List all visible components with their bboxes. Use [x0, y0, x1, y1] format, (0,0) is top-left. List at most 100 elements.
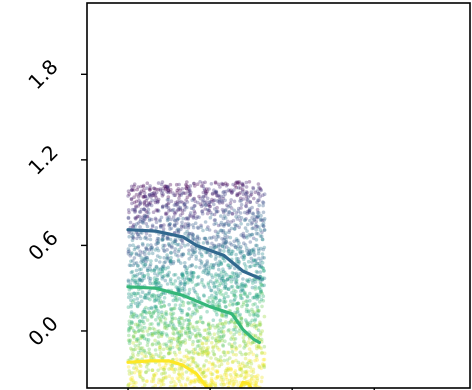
scatter-point — [211, 281, 215, 286]
scatter-point — [186, 233, 191, 237]
scatter-point — [133, 209, 137, 213]
scatter-point — [149, 305, 154, 310]
scatter-point — [126, 305, 131, 310]
scatter-point — [217, 328, 221, 333]
scatter-point — [236, 238, 240, 243]
scatter-point — [249, 251, 253, 256]
scatter-point — [140, 312, 144, 317]
scatter-point — [213, 383, 217, 388]
scatter-point — [133, 261, 137, 266]
scatter-point — [138, 202, 142, 207]
scatter-point — [136, 221, 141, 225]
scatter-point — [161, 264, 166, 269]
scatter-point — [221, 269, 226, 274]
scatter-point — [160, 333, 164, 337]
scatter-point — [186, 216, 190, 220]
scatter-point — [133, 224, 137, 229]
scatter-point — [150, 224, 155, 229]
scatter-point — [227, 228, 232, 233]
scatter-point — [214, 237, 218, 242]
scatter-point — [236, 274, 240, 279]
scatter-point — [233, 310, 237, 315]
scatter-point — [215, 340, 219, 345]
scatter-point — [174, 210, 178, 214]
scatter-point — [159, 223, 163, 228]
scatter-point — [127, 328, 132, 332]
scatter-point — [214, 376, 218, 381]
scatter-point — [168, 312, 173, 316]
scatter-point — [248, 193, 253, 198]
scatter-point — [252, 379, 257, 383]
scatter-point — [249, 190, 254, 194]
scatter-point — [226, 277, 230, 281]
scatter-point — [183, 202, 187, 206]
scatter-point — [208, 279, 213, 284]
scatter-point — [221, 350, 226, 355]
scatter-point — [153, 193, 158, 198]
scatter-point — [223, 339, 227, 344]
scatter-point — [157, 329, 161, 333]
scatter-point — [252, 277, 256, 282]
scatter-point — [177, 330, 182, 334]
scatter-point — [137, 319, 142, 324]
scatter-point — [142, 295, 147, 300]
scatter-point — [218, 248, 223, 252]
scatter-point — [190, 263, 194, 268]
scatter-point — [155, 199, 160, 203]
scatter-point — [154, 304, 158, 309]
scatter-point — [165, 324, 169, 328]
scatter-point — [186, 226, 191, 230]
scatter-point — [174, 295, 179, 300]
scatter-point — [233, 266, 237, 271]
scatter-point — [175, 330, 180, 335]
scatter-point — [187, 188, 192, 192]
scatter-point — [186, 277, 190, 281]
scatter-point — [231, 328, 236, 332]
scatter-point — [150, 314, 154, 319]
scatter-point — [162, 326, 167, 330]
scatter-point — [129, 321, 134, 326]
scatter-point — [168, 182, 173, 187]
scatter-point — [211, 382, 215, 387]
scatter-point — [147, 192, 152, 197]
scatter-point — [224, 314, 229, 319]
scatter-point — [235, 310, 239, 315]
scatter-point — [171, 215, 176, 219]
scatter-point — [171, 326, 175, 331]
scatter-point — [131, 235, 135, 239]
scatter-point — [156, 368, 160, 373]
scatter-point — [167, 351, 171, 355]
scatter-point — [239, 222, 243, 226]
scatter-point — [203, 349, 207, 354]
scatter-point — [188, 335, 192, 339]
scatter-point — [186, 312, 190, 317]
scatter-point — [146, 340, 150, 345]
scatter-point — [169, 307, 173, 311]
scatter-point — [173, 303, 178, 307]
scatter-point — [143, 315, 147, 320]
scatter-point — [222, 237, 226, 242]
scatter-point — [194, 320, 199, 325]
scatter-point — [238, 218, 243, 223]
scatter-point — [228, 189, 232, 193]
scatter-point — [193, 211, 197, 215]
scatter-point — [227, 378, 232, 383]
scatter-point — [181, 216, 185, 221]
scatter-point — [218, 358, 223, 363]
scatter-point — [204, 266, 209, 271]
scatter-point — [241, 257, 246, 262]
scatter-point — [175, 217, 180, 221]
scatter-point — [217, 273, 222, 277]
scatter-point — [184, 276, 189, 280]
scatter-point — [188, 213, 192, 217]
scatter-point — [239, 249, 243, 254]
scatter-point — [241, 187, 245, 192]
scatter-point — [154, 217, 158, 222]
scatter-point — [212, 202, 216, 207]
scatter-point — [248, 365, 253, 370]
scatter-point — [161, 246, 165, 250]
scatter-point — [244, 284, 248, 288]
scatter-point — [150, 223, 155, 228]
scatter-point — [229, 367, 234, 371]
scatter-point — [246, 252, 250, 256]
